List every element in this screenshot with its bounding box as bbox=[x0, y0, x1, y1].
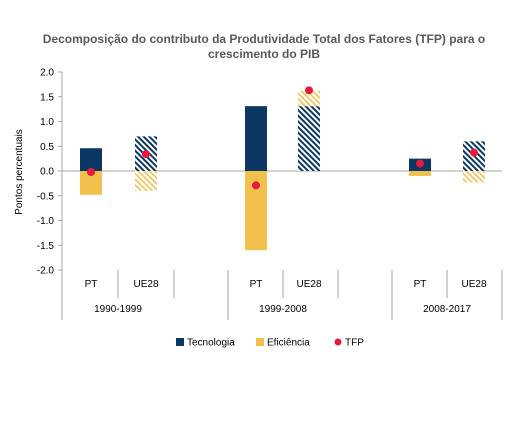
x-category-label: UE28 bbox=[296, 279, 321, 290]
bar-tecnologia-ue28 bbox=[298, 106, 320, 171]
tfp-marker-ue28 bbox=[305, 86, 313, 95]
bars bbox=[80, 90, 485, 251]
x-category-label: PT bbox=[414, 279, 427, 290]
tfp-marker-pt bbox=[87, 167, 95, 176]
bar-eficiencia-ue28 bbox=[298, 90, 320, 107]
tfp-marker-ue28 bbox=[470, 148, 478, 157]
tfp-marker-pt bbox=[416, 159, 424, 168]
bar-tecnologia-pt bbox=[80, 148, 102, 171]
bar-eficiencia-ue28 bbox=[135, 171, 157, 191]
bar-eficiencia-pt bbox=[409, 171, 431, 176]
chart-title-line-2: crescimento do PIB bbox=[208, 47, 320, 61]
x-category-label: PT bbox=[85, 279, 98, 290]
y-tick-label: -2.0 bbox=[37, 266, 55, 277]
tfp-marker-pt bbox=[252, 181, 260, 190]
legend-label: Eficiência bbox=[267, 338, 310, 349]
y-tick-label: 0.0 bbox=[40, 167, 54, 178]
x-group-label: 1999-2008 bbox=[259, 304, 307, 315]
tfp-marker-ue28 bbox=[142, 150, 150, 159]
bar-eficiencia-pt bbox=[245, 171, 267, 251]
legend-swatch bbox=[256, 338, 264, 346]
tfp-markers bbox=[87, 86, 478, 190]
bar-eficiencia-pt bbox=[80, 171, 102, 195]
y-tick-label: -0.5 bbox=[37, 191, 55, 202]
x-group-label: 1990-1999 bbox=[94, 304, 142, 315]
x-category-labels: PT UE28 PT UE28 PT UE28 bbox=[85, 279, 487, 290]
x-group-label: 2008-2017 bbox=[423, 304, 471, 315]
legend-label: Tecnologia bbox=[187, 338, 235, 349]
y-tick-label: 1.5 bbox=[40, 92, 54, 103]
bar-eficiencia-ue28 bbox=[463, 171, 485, 183]
legend: Tecnologia Eficiência TFP bbox=[176, 338, 364, 349]
legend-swatch bbox=[176, 338, 184, 346]
x-category-label: PT bbox=[250, 279, 263, 290]
legend-marker bbox=[334, 338, 342, 346]
axis-lines bbox=[58, 71, 503, 320]
chart-title-line-1: Decomposição do contributo da Produtivid… bbox=[43, 32, 485, 46]
bar-tecnologia-pt bbox=[245, 106, 267, 171]
x-group-labels: 1990-1999 1999-2008 2008-2017 bbox=[94, 304, 471, 315]
y-tick-label: -1.0 bbox=[37, 216, 55, 227]
y-tick-label: -1.5 bbox=[37, 241, 55, 252]
y-tick-label: 2.0 bbox=[40, 68, 54, 79]
y-tick-label: 0.5 bbox=[40, 142, 54, 153]
x-category-label: UE28 bbox=[461, 279, 486, 290]
x-category-label: UE28 bbox=[133, 279, 158, 290]
y-axis-label: Pontos percentuais bbox=[14, 129, 25, 215]
y-tick-labels: 2.0 1.5 1.0 0.5 0.0 -0.5 -1.0 -1.5 -2.0 bbox=[37, 68, 55, 277]
y-tick-label: 1.0 bbox=[40, 117, 54, 128]
legend-label: TFP bbox=[345, 338, 364, 349]
